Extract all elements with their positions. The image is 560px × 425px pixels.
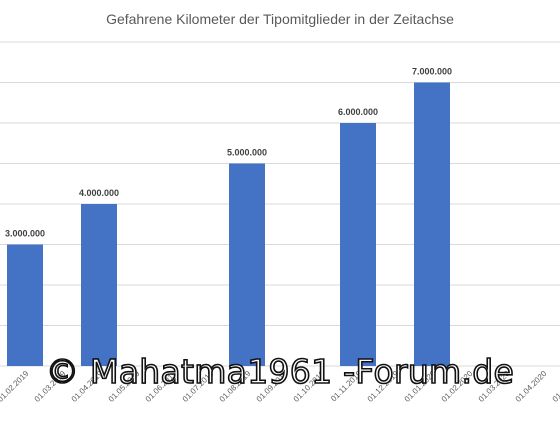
bar xyxy=(7,244,43,366)
data-label: 6.000.000 xyxy=(338,107,378,117)
data-label: 3.000.000 xyxy=(5,229,45,239)
chart-title: Gefahrene Kilometer der Tipomitglieder i… xyxy=(106,11,454,27)
bar xyxy=(414,82,450,366)
bar xyxy=(229,163,265,366)
data-label: 4.000.000 xyxy=(79,188,119,198)
bar xyxy=(340,123,376,366)
data-label: 5.000.000 xyxy=(227,148,267,158)
watermark-text: © Mahatma1961 -Forum.de xyxy=(45,351,515,392)
bar xyxy=(81,204,117,366)
data-label: 7.000.000 xyxy=(412,67,452,77)
